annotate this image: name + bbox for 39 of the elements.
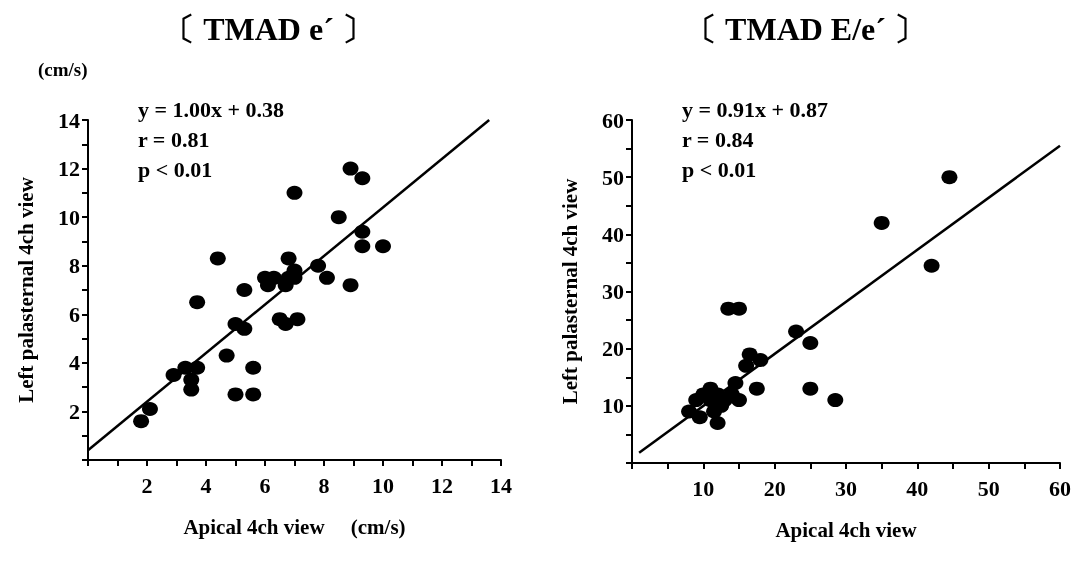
annotation: y = 0.91x + 0.87 — [682, 96, 829, 122]
x-tick-label: 10 — [692, 475, 715, 501]
x-axis-title: Apical 4ch view (cm/s) — [183, 514, 406, 539]
y-tick-label: 14 — [58, 107, 80, 133]
y-tick-label: 4 — [69, 350, 80, 376]
y-tick-label: 50 — [602, 164, 624, 190]
chart-title: 〔 TMAD e´ 〕 — [163, 11, 374, 47]
x-tick-label: 50 — [977, 475, 1000, 501]
y-tick-label: 2 — [69, 398, 80, 424]
y-tick-label: 6 — [69, 301, 80, 327]
x-tick-label: 6 — [259, 472, 271, 498]
x-tick-label: 20 — [763, 475, 786, 501]
y-tick-label: 12 — [58, 156, 80, 182]
x-tick-label: 60 — [1049, 475, 1071, 501]
y-tick-label: 10 — [58, 204, 80, 230]
x-tick-label: 2 — [141, 472, 153, 498]
y-axis-title: Left palasternal 4ch view — [557, 177, 582, 405]
x-tick-label: 30 — [835, 475, 857, 501]
text: (cm/s) — [38, 59, 88, 81]
x-tick-label: 12 — [431, 472, 453, 498]
y-tick-label: 20 — [602, 336, 624, 362]
y-tick-label: 60 — [602, 107, 624, 133]
y-tick-label: 10 — [602, 393, 624, 419]
y-tick-label: 8 — [69, 253, 80, 279]
x-tick-label: 14 — [490, 472, 512, 498]
x-tick-label: 40 — [906, 475, 929, 501]
y-tick-label: 30 — [602, 279, 624, 304]
annotation: p < 0.01 — [682, 156, 757, 182]
annotation: p < 0.01 — [138, 156, 213, 182]
annotation: r = 0.81 — [138, 126, 210, 152]
y-axis-title: Left palasternal 4ch view — [13, 176, 38, 403]
x-tick-label: 8 — [318, 472, 330, 498]
annotation: y = 1.00x + 0.38 — [138, 96, 285, 122]
annotation: r = 0.84 — [682, 126, 754, 152]
y-tick-label: 40 — [602, 221, 624, 247]
x-axis-title: Apical 4ch view — [775, 517, 918, 542]
x-tick-label: 10 — [372, 472, 394, 498]
x-tick-label: 4 — [200, 472, 212, 498]
chart-title: 〔 TMAD E/e´ 〕 — [685, 11, 926, 47]
